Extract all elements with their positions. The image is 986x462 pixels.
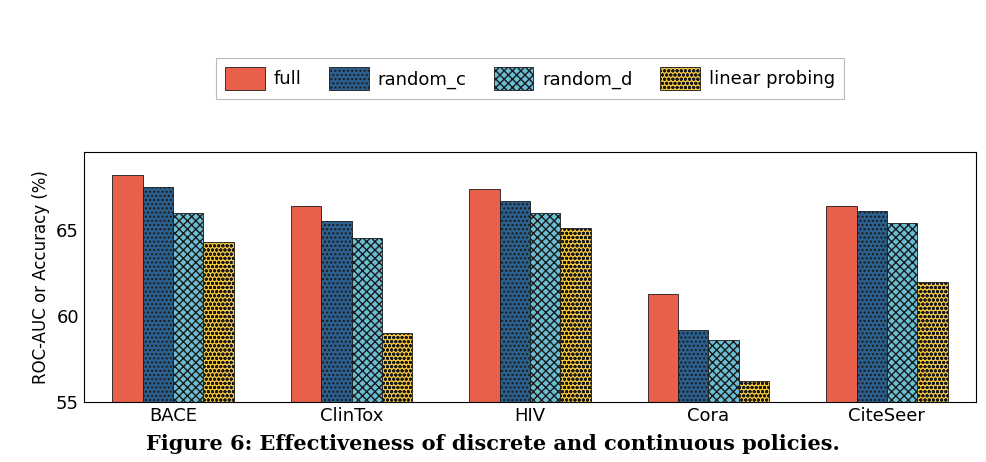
Bar xyxy=(887,223,917,402)
Y-axis label: ROC-AUC or Accuracy (%): ROC-AUC or Accuracy (%) xyxy=(33,170,50,384)
Bar xyxy=(112,175,143,402)
Bar xyxy=(351,238,382,402)
Bar xyxy=(648,293,678,402)
Bar xyxy=(708,340,739,402)
Bar xyxy=(857,211,887,402)
Bar xyxy=(382,333,412,402)
Bar xyxy=(917,281,948,402)
Bar xyxy=(826,206,857,402)
Text: Figure 6: Effectiveness of discrete and continuous policies.: Figure 6: Effectiveness of discrete and … xyxy=(146,433,840,454)
Bar xyxy=(469,188,500,402)
Bar xyxy=(143,187,174,402)
Bar xyxy=(291,206,321,402)
Bar xyxy=(560,228,591,402)
Bar xyxy=(530,213,560,402)
Legend: full, random_c, random_d, linear probing: full, random_c, random_d, linear probing xyxy=(216,58,844,99)
Bar xyxy=(739,381,769,402)
Bar xyxy=(321,221,352,402)
Bar xyxy=(203,242,234,402)
Bar xyxy=(500,201,530,402)
Bar xyxy=(678,330,708,402)
Bar xyxy=(174,213,203,402)
